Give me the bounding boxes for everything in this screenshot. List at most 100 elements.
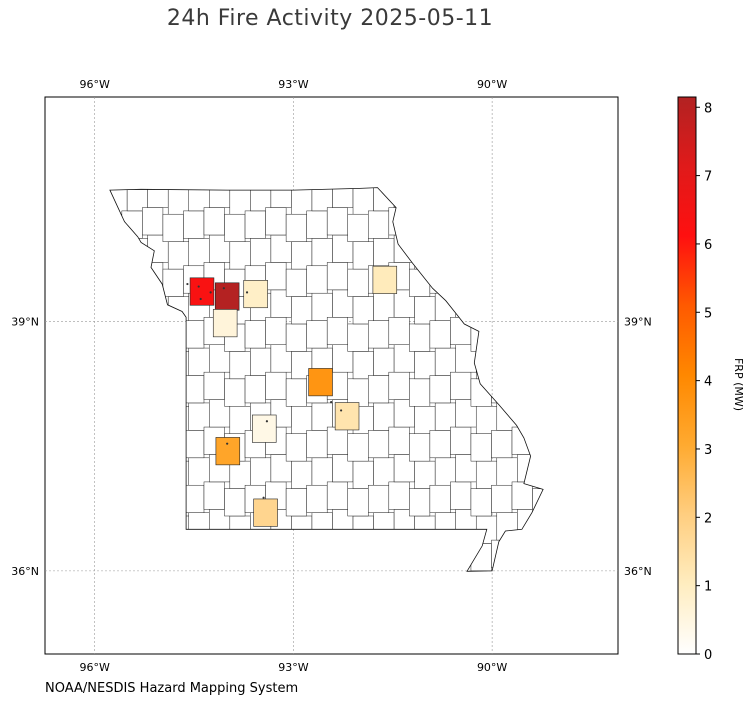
- county-cell: [368, 484, 390, 513]
- colorbar-ticks: 0 1 2 3 4 5 6 7 8: [696, 101, 712, 663]
- county-cell: [373, 402, 395, 431]
- data-source: NOAA/NESDIS Hazard Mapping System: [45, 681, 299, 696]
- county-cell: [414, 406, 436, 434]
- county-cell: [291, 187, 313, 215]
- fire-detections: [186, 282, 343, 499]
- county-cell: [188, 402, 210, 431]
- county-cell: [183, 375, 205, 404]
- county-cell: [347, 488, 369, 517]
- county-cell: [306, 430, 328, 459]
- county-cell: [229, 351, 251, 380]
- county-cell: [434, 347, 456, 376]
- county-cell: [347, 433, 369, 462]
- county-cell: [183, 484, 205, 513]
- county-cell: [203, 207, 225, 236]
- county-cell: [409, 433, 431, 462]
- county-cell: [429, 430, 451, 459]
- county-cell: [475, 460, 498, 489]
- county-cell: [250, 347, 272, 376]
- county-cell: [429, 484, 451, 513]
- lat-tick-label: 36°N: [624, 565, 652, 578]
- county-cell: [311, 402, 333, 431]
- county-cell: [306, 320, 328, 349]
- county-cell: [285, 378, 307, 407]
- county-cell: [352, 241, 374, 270]
- lon-tick-label: 93°W: [278, 661, 308, 674]
- fire-counties: [189, 265, 398, 527]
- fire-county: [189, 277, 215, 306]
- fire-detection-point: [262, 496, 265, 499]
- colorbar-tick-label: 2: [704, 511, 712, 526]
- colorbar: [677, 96, 697, 655]
- county-cell: [373, 457, 395, 486]
- county-cell: [162, 268, 184, 297]
- county-cell: [352, 187, 374, 215]
- county-cell: [285, 268, 307, 297]
- county-cell: [311, 292, 333, 321]
- lon-tick-label: 90°W: [477, 661, 507, 674]
- county-cell: [491, 484, 513, 513]
- fire-detection-point: [186, 282, 189, 286]
- fire-detection-point: [199, 297, 202, 301]
- county-cell: [347, 378, 369, 407]
- county-cell: [250, 238, 272, 267]
- county-cell: [491, 430, 513, 459]
- county-cell: [224, 488, 246, 517]
- colorbar-label: FRP (MW): [732, 357, 746, 412]
- fire-detection-point: [226, 442, 229, 445]
- county-cell: [250, 457, 272, 486]
- county-cell: [368, 210, 390, 239]
- county-cell: [285, 488, 307, 517]
- county-cell: [511, 481, 533, 510]
- county-cell: [409, 488, 431, 517]
- lon-tick-label: 90°W: [477, 78, 507, 91]
- map-title: 24h Fire Activity 2025-05-11: [166, 6, 494, 31]
- colorbar-tick-label: 7: [704, 170, 712, 185]
- fire-county: [253, 498, 278, 527]
- county-cell: [265, 207, 287, 236]
- county-cell: [244, 320, 266, 349]
- county-cell: [450, 371, 472, 400]
- county-cell: [306, 484, 328, 513]
- county-cell: [291, 460, 313, 489]
- county-cell: [203, 371, 225, 400]
- lat-tick-label: 39°N: [624, 315, 652, 328]
- county-cell: [265, 262, 287, 291]
- lon-tick-label: 96°W: [79, 661, 109, 674]
- county-cell: [291, 241, 313, 270]
- colorbar-tick-label: 4: [704, 375, 712, 390]
- county-cell: [311, 238, 333, 267]
- county-cell: [347, 323, 369, 352]
- colorbar-tick-label: 0: [704, 648, 712, 663]
- county-cell: [183, 210, 205, 239]
- county-cell: [306, 210, 328, 239]
- county-cell: [326, 207, 348, 236]
- county-cell: [229, 187, 251, 215]
- county-cell: [326, 426, 348, 455]
- county-cell: [450, 426, 472, 455]
- fire-detection-point: [209, 291, 212, 294]
- county-cell: [326, 481, 348, 510]
- fire-county: [252, 414, 277, 443]
- colorbar-tick-label: 5: [704, 306, 712, 321]
- lat-tick-label: 36°N: [11, 565, 39, 578]
- county-cell: [470, 488, 492, 517]
- state-outline: [109, 187, 544, 572]
- county-cell: [265, 317, 287, 345]
- fire-detection-point: [245, 291, 249, 294]
- county-cell: [326, 262, 348, 291]
- lon-tick-label: 96°W: [79, 78, 109, 91]
- county-cell: [496, 457, 518, 486]
- county-cell: [388, 317, 410, 345]
- county-cell: [229, 241, 251, 270]
- county-cell: [326, 317, 348, 345]
- county-cell: [183, 430, 205, 459]
- county-cell: [285, 323, 307, 352]
- map-tick-labels: 96°W 96°W 93°W 93°W 90°W 90°W 39°N 39°N 36°N 36°N: [11, 78, 651, 674]
- fire-detection-point: [330, 401, 333, 404]
- county-cell: [368, 320, 390, 349]
- county-cell: [409, 323, 431, 352]
- fire-county: [243, 280, 268, 309]
- fire-detection-point: [265, 420, 269, 423]
